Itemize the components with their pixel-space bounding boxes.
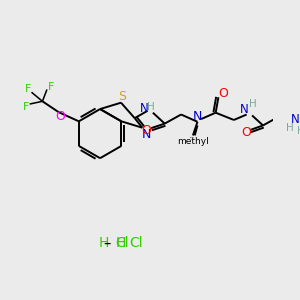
- Text: F: F: [47, 82, 54, 92]
- Text: Cl: Cl: [116, 236, 129, 250]
- Text: H: H: [147, 102, 155, 112]
- Text: N: N: [290, 112, 299, 126]
- Text: methyl: methyl: [177, 137, 209, 146]
- Text: N: N: [193, 110, 202, 123]
- Text: O: O: [218, 87, 228, 100]
- Text: methyl: methyl: [190, 136, 194, 138]
- Text: O: O: [56, 110, 66, 123]
- Text: H: H: [297, 126, 300, 136]
- Text: H: H: [286, 123, 293, 133]
- Text: Cl: Cl: [130, 236, 143, 250]
- Text: F: F: [23, 102, 29, 112]
- Text: N: N: [140, 102, 149, 115]
- Text: O: O: [241, 126, 250, 139]
- Text: H: H: [98, 236, 109, 250]
- Text: O: O: [142, 124, 152, 137]
- Text: N: N: [141, 128, 151, 141]
- Text: H: H: [249, 100, 257, 110]
- Text: H: H: [116, 236, 126, 250]
- Text: F: F: [25, 85, 31, 94]
- Text: N: N: [239, 103, 248, 116]
- Text: –: –: [104, 235, 111, 250]
- Text: S: S: [118, 90, 126, 103]
